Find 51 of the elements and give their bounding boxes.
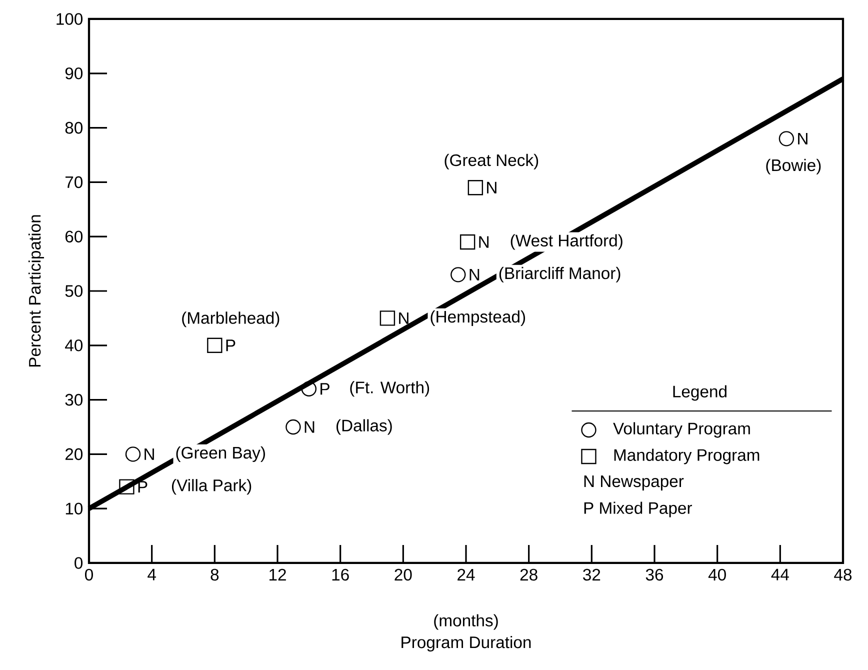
annotation: (Briarcliff Manor) xyxy=(499,266,620,282)
x-tick-label: 8 xyxy=(210,568,219,581)
y-tick-label: 80 xyxy=(65,122,83,134)
x-tick-label: 28 xyxy=(520,568,538,581)
x-tick-label: 44 xyxy=(771,568,789,580)
y-axis-title: Percent Participation xyxy=(28,215,44,367)
annotation: (Ft. Worth) xyxy=(350,381,430,397)
y-tick-label: 40 xyxy=(65,340,83,352)
x-tick-label: 40 xyxy=(708,568,726,581)
y-tick-label: 70 xyxy=(66,176,83,188)
data-label: N xyxy=(798,132,808,144)
y-tick-label: 100 xyxy=(56,13,83,25)
x-tick-label: 16 xyxy=(332,568,349,581)
y-tick-label: 90 xyxy=(65,68,83,80)
data-label: N xyxy=(304,421,314,433)
annotation: (Marblehead) xyxy=(182,312,280,328)
x-tick-label: 32 xyxy=(583,568,600,581)
annotation: (Bowie) xyxy=(766,158,821,174)
data-label: N xyxy=(144,448,154,460)
y-tick-label: 60 xyxy=(65,230,83,242)
annotation: P Mixed Paper xyxy=(584,502,692,518)
data-label: P xyxy=(226,340,236,352)
y-tick-label: 50 xyxy=(65,285,83,297)
y-tick-label: 0 xyxy=(74,557,83,569)
annotation: (Great Neck) xyxy=(444,154,538,170)
legend-label: Voluntary Program xyxy=(613,422,750,438)
data-label: N xyxy=(470,268,480,280)
x-tick-label: 12 xyxy=(270,568,286,580)
data-label: N xyxy=(487,182,496,194)
x-tick-label: 4 xyxy=(148,568,156,580)
data-label: N xyxy=(479,236,489,248)
x-tick-label: 24 xyxy=(458,568,475,580)
annotation: (Hempstead) xyxy=(430,310,526,326)
annotation: (West Hartford) xyxy=(510,234,622,250)
x-axis-title: Program Duration xyxy=(402,636,531,652)
legend-title: Legend xyxy=(673,385,726,401)
legend-label: Mandatory Program xyxy=(614,448,760,464)
annotation: (Villa Park) xyxy=(172,479,252,495)
y-tick-label: 10 xyxy=(66,502,83,514)
y-tick-label: 30 xyxy=(65,394,83,406)
data-label: P xyxy=(320,383,330,395)
annotation: (Dallas) xyxy=(336,419,392,435)
annotation: N Newspaper xyxy=(584,476,684,490)
y-tick-label: 20 xyxy=(65,448,83,460)
annotation: (Green Bay) xyxy=(176,446,265,462)
x-tick-label: 36 xyxy=(646,568,664,581)
x-tick-label: 48 xyxy=(834,568,852,581)
text: (months) xyxy=(434,614,498,630)
x-tick-label: 20 xyxy=(394,568,412,581)
x-tick-label: 0 xyxy=(85,568,93,581)
data-label: N xyxy=(399,312,408,324)
